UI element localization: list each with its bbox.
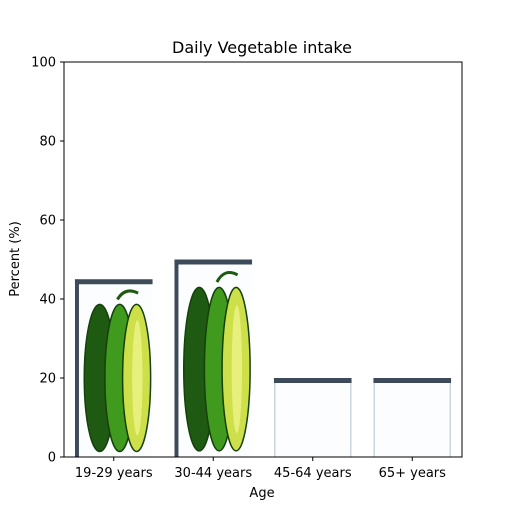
pepper-stem — [116, 289, 139, 301]
plot-frame — [63, 61, 463, 458]
bar-frame-left — [373, 378, 375, 457]
green-pepper-image — [74, 279, 152, 457]
pepper-highlight — [231, 305, 243, 434]
y-tick-label: 100 — [31, 56, 56, 71]
y-tick-label: 0 — [48, 451, 56, 466]
bar-4 — [373, 378, 452, 457]
green-pepper-image — [174, 259, 251, 457]
plot-area: 19-29 years 30-44 years 45-64 years 65+ yea… — [31, 56, 463, 481]
bar-blank-image — [373, 378, 452, 457]
bar-2 — [174, 259, 253, 457]
bar-frame-left — [174, 259, 179, 457]
y-tick-label: 60 — [39, 214, 56, 229]
pepper-highlight — [132, 320, 143, 436]
bar-blank-image — [273, 378, 352, 457]
bar-3 — [273, 378, 352, 457]
bar-1 — [74, 279, 153, 457]
y-axis-label: Percent (%) — [8, 221, 23, 297]
x-tick-label: 30-44 years — [174, 466, 252, 481]
x-tick-label: 45-64 years — [274, 466, 352, 481]
x-tick-label: 19-29 years — [75, 466, 153, 481]
bar-frame-top — [373, 378, 452, 383]
y-tick-label: 40 — [39, 293, 56, 308]
bar-frame-left — [74, 279, 79, 457]
bar-frame-top — [273, 378, 352, 383]
bar-frame-left — [273, 378, 276, 457]
x-axis-label: Age — [249, 486, 274, 501]
bar-frame-top — [74, 279, 153, 285]
x-tick-label: 65+ years — [379, 466, 447, 481]
y-tick-label: 80 — [39, 135, 56, 150]
bar-fill — [273, 378, 352, 457]
chart-title: Daily Vegetable intake — [172, 38, 352, 57]
bar-fill — [373, 378, 452, 457]
y-tick-label: 20 — [39, 372, 56, 387]
bar-frame-top — [174, 259, 253, 265]
bar-frame-right — [350, 378, 352, 457]
bar-frame-right — [449, 378, 452, 457]
pepper-stem — [215, 271, 239, 283]
